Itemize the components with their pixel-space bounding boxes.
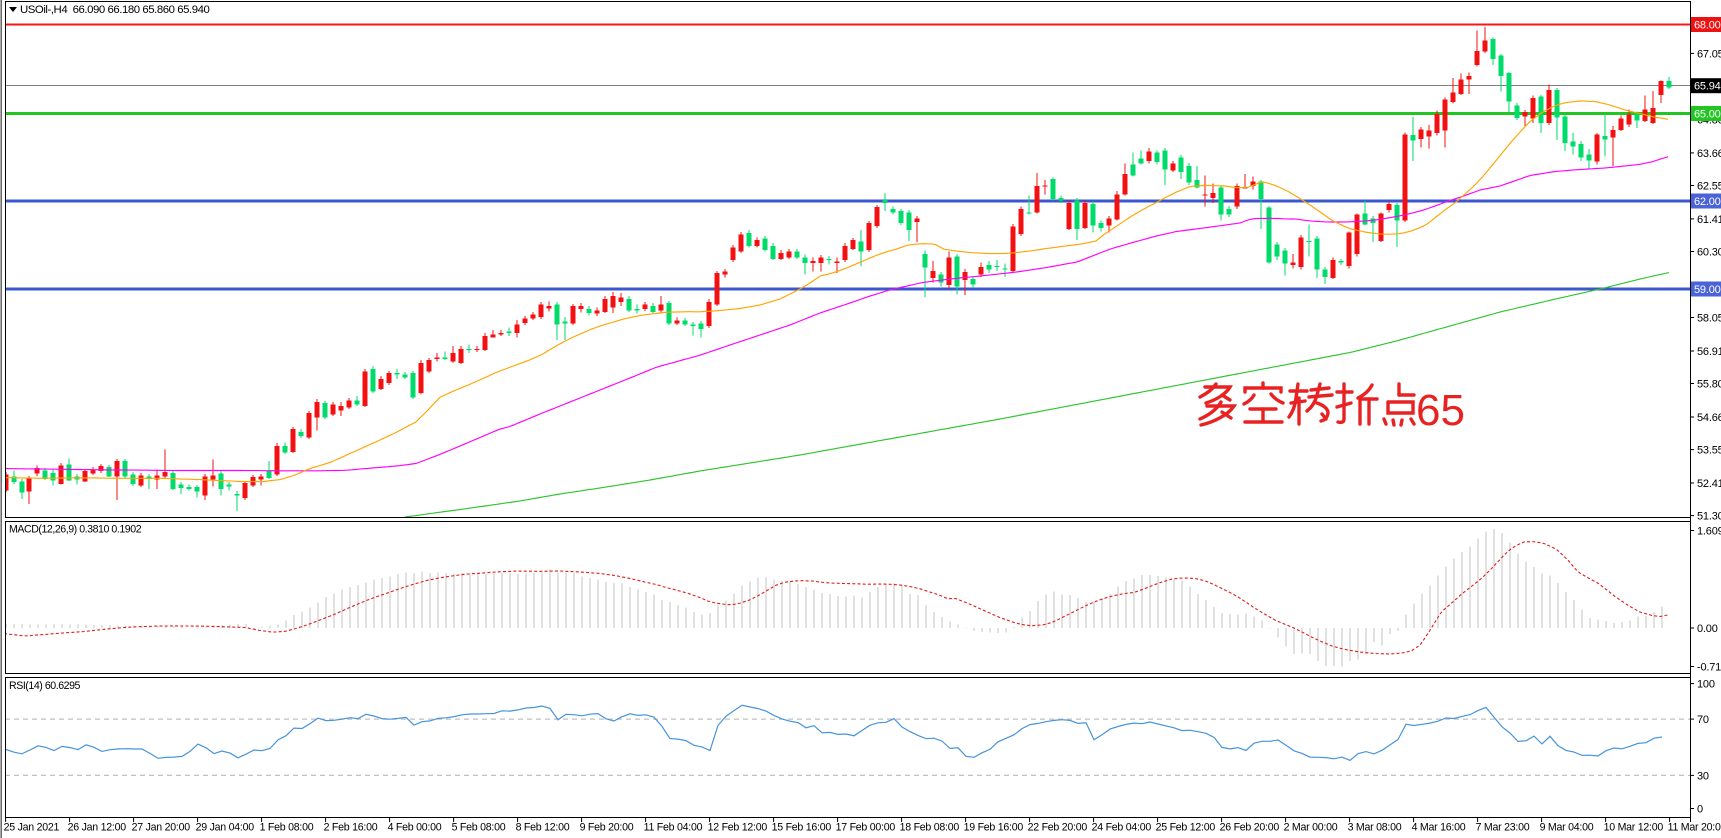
svg-text:11 Mar 20:00: 11 Mar 20:00 bbox=[1668, 822, 1721, 834]
svg-text:18 Feb 08:00: 18 Feb 08:00 bbox=[900, 822, 960, 834]
svg-text:67.050: 67.050 bbox=[1697, 48, 1721, 60]
svg-text:100: 100 bbox=[1697, 679, 1715, 691]
svg-text:26 Jan 12:00: 26 Jan 12:00 bbox=[68, 822, 127, 834]
svg-text:29 Jan 04:00: 29 Jan 04:00 bbox=[196, 822, 255, 834]
svg-text:53.550: 53.550 bbox=[1697, 445, 1721, 457]
svg-text:MACD(12,26,9) 0.3810 0.1902: MACD(12,26,9) 0.3810 0.1902 bbox=[9, 524, 142, 536]
svg-text:63.660: 63.660 bbox=[1697, 148, 1721, 160]
svg-text:25 Jan 2021: 25 Jan 2021 bbox=[4, 822, 60, 834]
svg-text:7 Mar 23:00: 7 Mar 23:00 bbox=[1476, 822, 1530, 834]
svg-text:4 Feb 00:00: 4 Feb 00:00 bbox=[388, 822, 442, 834]
svg-text:65: 65 bbox=[1416, 386, 1465, 435]
svg-text:22 Feb 20:00: 22 Feb 20:00 bbox=[1028, 822, 1088, 834]
svg-text:25 Feb 12:00: 25 Feb 12:00 bbox=[1156, 822, 1216, 834]
svg-text:30: 30 bbox=[1697, 770, 1709, 782]
svg-text:65.000: 65.000 bbox=[1694, 109, 1721, 121]
svg-text:1 Feb 08:00: 1 Feb 08:00 bbox=[260, 822, 314, 834]
svg-text:17 Feb 00:00: 17 Feb 00:00 bbox=[836, 822, 896, 834]
svg-text:0: 0 bbox=[1697, 804, 1703, 816]
svg-text:54.660: 54.660 bbox=[1697, 412, 1721, 424]
svg-text:15 Feb 16:00: 15 Feb 16:00 bbox=[772, 822, 832, 834]
svg-text:11 Feb 04:00: 11 Feb 04:00 bbox=[644, 822, 703, 834]
svg-text:68.000: 68.000 bbox=[1694, 20, 1721, 32]
svg-text:12 Feb 12:00: 12 Feb 12:00 bbox=[708, 822, 768, 834]
svg-text:62.000: 62.000 bbox=[1694, 196, 1721, 208]
svg-text:USOil-,H4 66.090 66.180 65.86: USOil-,H4 66.090 66.180 65.860 65.940 bbox=[20, 4, 209, 16]
svg-text:70: 70 bbox=[1697, 714, 1709, 726]
svg-text:9 Mar 04:00: 9 Mar 04:00 bbox=[1540, 822, 1594, 834]
svg-text:56.910: 56.910 bbox=[1697, 346, 1721, 358]
svg-text:60.300: 60.300 bbox=[1697, 247, 1721, 259]
svg-text:10 Mar 12:00: 10 Mar 12:00 bbox=[1604, 822, 1664, 834]
svg-text:65.940: 65.940 bbox=[1694, 81, 1721, 93]
svg-text:27 Jan 20:00: 27 Jan 20:00 bbox=[132, 822, 191, 834]
svg-text:19 Feb 16:00: 19 Feb 16:00 bbox=[964, 822, 1024, 834]
svg-text:52.410: 52.410 bbox=[1697, 478, 1721, 490]
svg-text:0.00: 0.00 bbox=[1697, 623, 1718, 635]
svg-text:55.800: 55.800 bbox=[1697, 379, 1721, 391]
svg-text:RSI(14) 60.6295: RSI(14) 60.6295 bbox=[9, 680, 81, 692]
svg-text:2 Feb 16:00: 2 Feb 16:00 bbox=[324, 822, 378, 834]
svg-text:61.410: 61.410 bbox=[1697, 214, 1721, 226]
svg-text:26 Feb 20:00: 26 Feb 20:00 bbox=[1220, 822, 1280, 834]
svg-text:24 Feb 04:00: 24 Feb 04:00 bbox=[1092, 822, 1152, 834]
svg-text:1.6093: 1.6093 bbox=[1697, 526, 1721, 538]
svg-text:9 Feb 20:00: 9 Feb 20:00 bbox=[580, 822, 634, 834]
svg-text:-0.7173: -0.7173 bbox=[1697, 662, 1721, 674]
svg-text:8 Feb 12:00: 8 Feb 12:00 bbox=[516, 822, 570, 834]
svg-text:62.550: 62.550 bbox=[1697, 181, 1721, 193]
svg-text:4 Mar 16:00: 4 Mar 16:00 bbox=[1412, 822, 1466, 834]
svg-text:59.000: 59.000 bbox=[1694, 284, 1721, 296]
svg-text:2 Mar 00:00: 2 Mar 00:00 bbox=[1284, 822, 1338, 834]
svg-text:58.050: 58.050 bbox=[1697, 313, 1721, 325]
svg-text:5 Feb 08:00: 5 Feb 08:00 bbox=[452, 822, 506, 834]
svg-text:3 Mar 08:00: 3 Mar 08:00 bbox=[1348, 822, 1402, 834]
svg-text:51.300: 51.300 bbox=[1697, 511, 1721, 523]
